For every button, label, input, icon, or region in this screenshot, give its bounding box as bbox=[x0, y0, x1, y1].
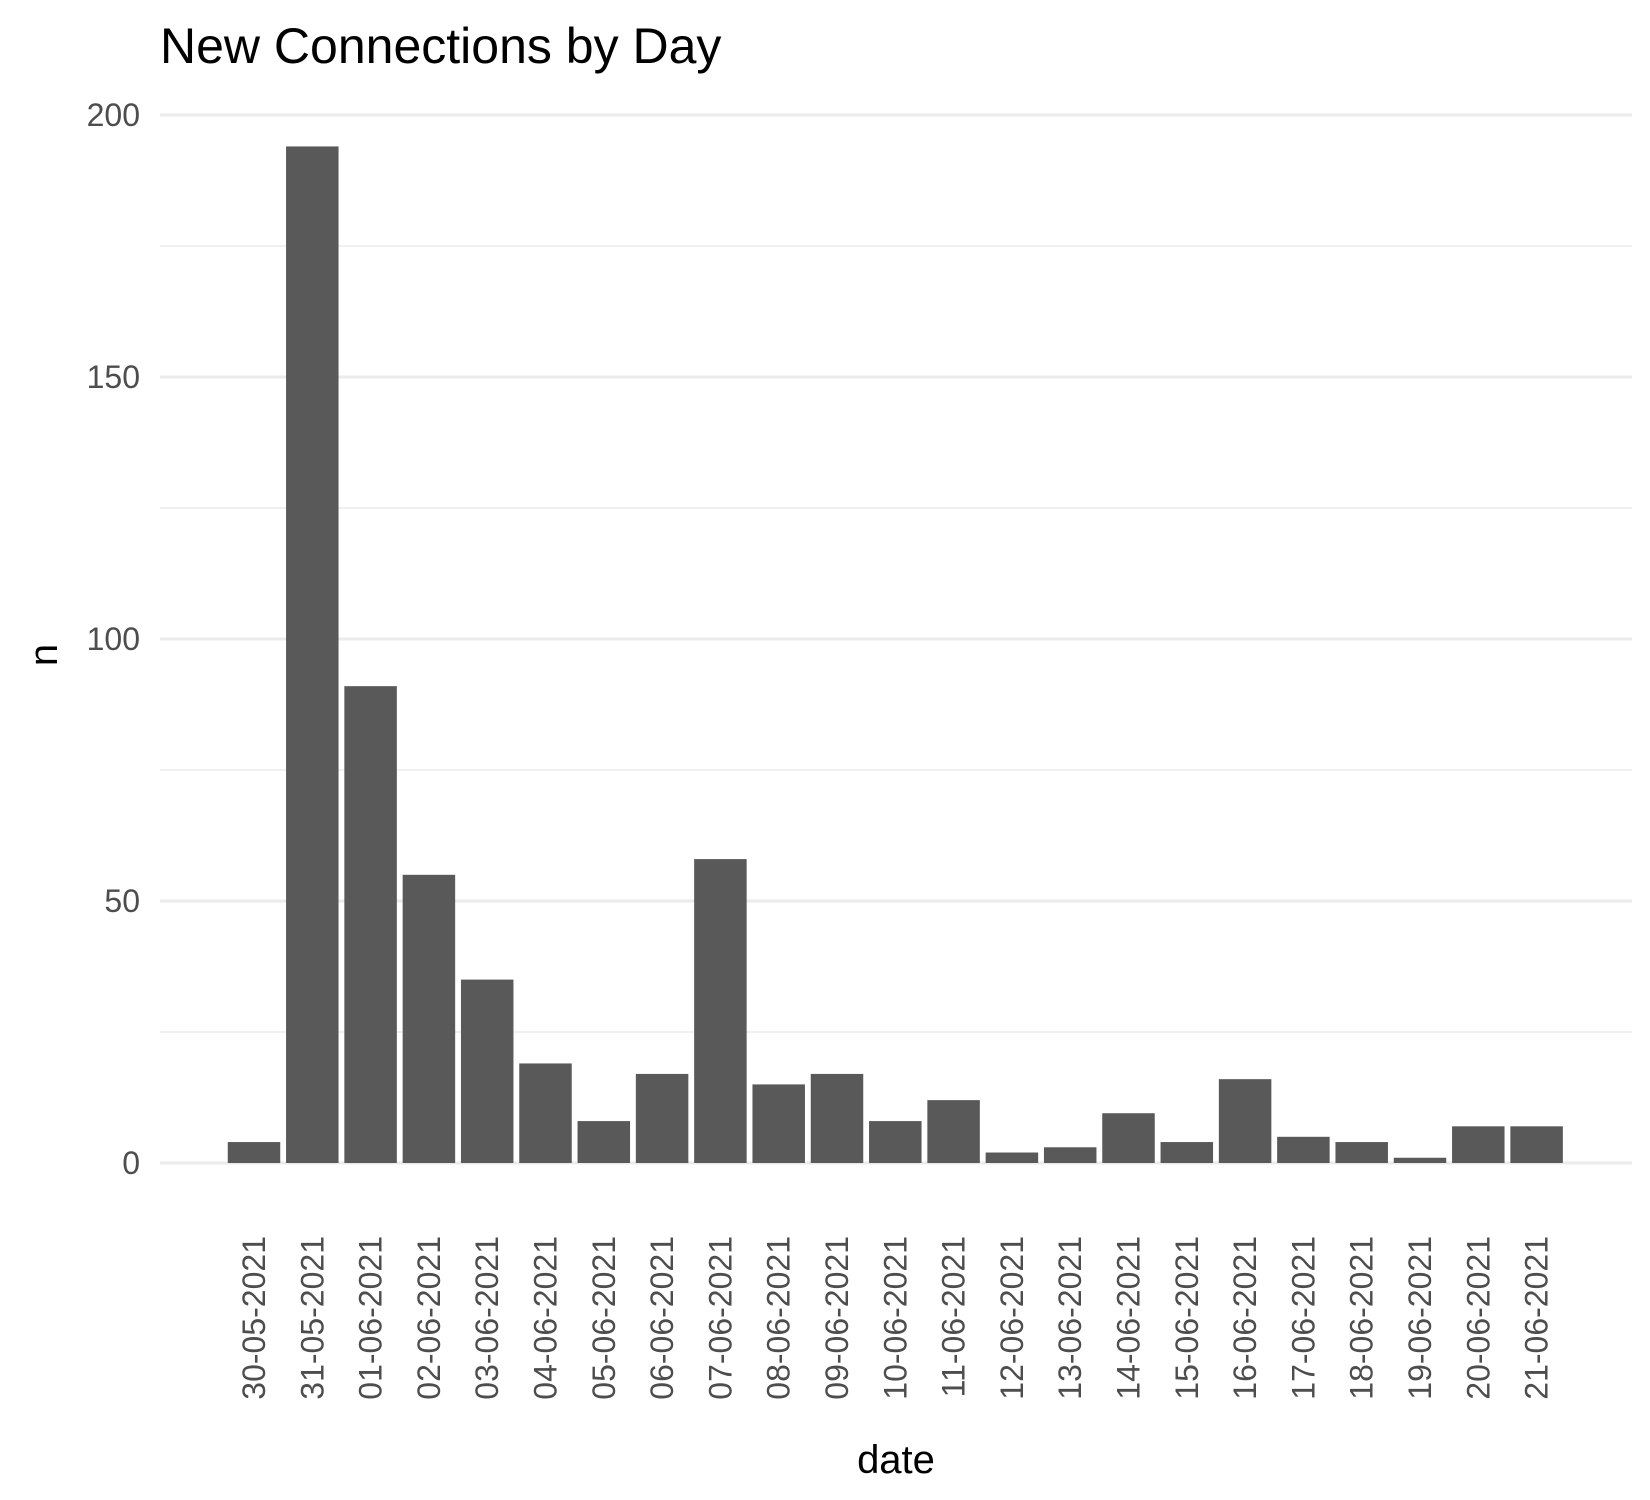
bar bbox=[927, 1100, 980, 1163]
x-tick-label: 04-06-2021 bbox=[528, 1236, 564, 1400]
bar bbox=[810, 1073, 864, 1163]
x-tick-label: 21-06-2021 bbox=[1519, 1236, 1555, 1400]
bar bbox=[985, 1152, 1039, 1163]
x-tick-label: 08-06-2021 bbox=[761, 1236, 797, 1400]
x-tick-label: 16-06-2021 bbox=[1227, 1236, 1263, 1400]
bar bbox=[752, 1084, 805, 1163]
bar bbox=[286, 146, 339, 1163]
x-axis-title: date bbox=[857, 1438, 935, 1482]
x-tick-label: 11-06-2021 bbox=[936, 1236, 972, 1397]
bar bbox=[869, 1121, 922, 1163]
bar bbox=[1043, 1147, 1097, 1163]
y-axis-tick-labels: 0 50 100 150 200 bbox=[87, 97, 140, 1181]
bar bbox=[1393, 1157, 1447, 1163]
x-tick-label: 19-06-2021 bbox=[1402, 1236, 1438, 1400]
x-tick-label: 15-06-2021 bbox=[1169, 1236, 1205, 1400]
y-tick-label: 0 bbox=[122, 1145, 140, 1181]
x-axis-tick-labels: 30-05-2021 31-05-2021 01-06-2021 02-06-2021… bbox=[236, 1236, 1555, 1400]
bar bbox=[1102, 1113, 1155, 1163]
x-tick-label: 12-06-2021 bbox=[994, 1236, 1030, 1400]
x-tick-label: 05-06-2021 bbox=[586, 1236, 622, 1400]
x-tick-label: 14-06-2021 bbox=[1111, 1236, 1147, 1400]
y-tick-label: 150 bbox=[87, 359, 140, 395]
x-tick-label: 06-06-2021 bbox=[644, 1236, 680, 1400]
bar bbox=[1510, 1126, 1563, 1163]
x-tick-label: 31-05-2021 bbox=[294, 1236, 330, 1400]
bar bbox=[1160, 1142, 1214, 1163]
x-tick-label: 20-06-2021 bbox=[1460, 1236, 1496, 1400]
bar bbox=[1335, 1142, 1388, 1163]
bar bbox=[344, 686, 397, 1163]
bar bbox=[1277, 1136, 1330, 1163]
bar bbox=[519, 1063, 572, 1163]
bar bbox=[1218, 1079, 1272, 1163]
bar bbox=[635, 1073, 689, 1163]
y-axis-title: n bbox=[22, 644, 66, 666]
bar bbox=[402, 874, 456, 1163]
y-tick-label: 100 bbox=[87, 621, 140, 657]
x-tick-label: 02-06-2021 bbox=[411, 1236, 447, 1400]
x-tick-label: 10-06-2021 bbox=[877, 1236, 913, 1400]
x-tick-label: 17-06-2021 bbox=[1285, 1236, 1321, 1400]
x-tick-label: 30-05-2021 bbox=[236, 1236, 272, 1400]
chart-title: New Connections by Day bbox=[160, 18, 721, 74]
bar bbox=[577, 1121, 631, 1163]
bar bbox=[460, 979, 514, 1163]
bar bbox=[694, 859, 747, 1163]
x-tick-label: 13-06-2021 bbox=[1052, 1236, 1088, 1400]
bar bbox=[227, 1142, 281, 1163]
x-tick-label: 01-06-2021 bbox=[353, 1236, 389, 1400]
bars bbox=[227, 146, 1563, 1163]
x-tick-label: 03-06-2021 bbox=[469, 1236, 505, 1400]
y-tick-label: 50 bbox=[104, 883, 140, 919]
x-tick-label: 07-06-2021 bbox=[702, 1236, 738, 1400]
bar bbox=[1452, 1126, 1505, 1163]
x-tick-label: 18-06-2021 bbox=[1344, 1236, 1380, 1400]
x-tick-label: 09-06-2021 bbox=[819, 1236, 855, 1400]
y-tick-label: 200 bbox=[87, 97, 140, 133]
